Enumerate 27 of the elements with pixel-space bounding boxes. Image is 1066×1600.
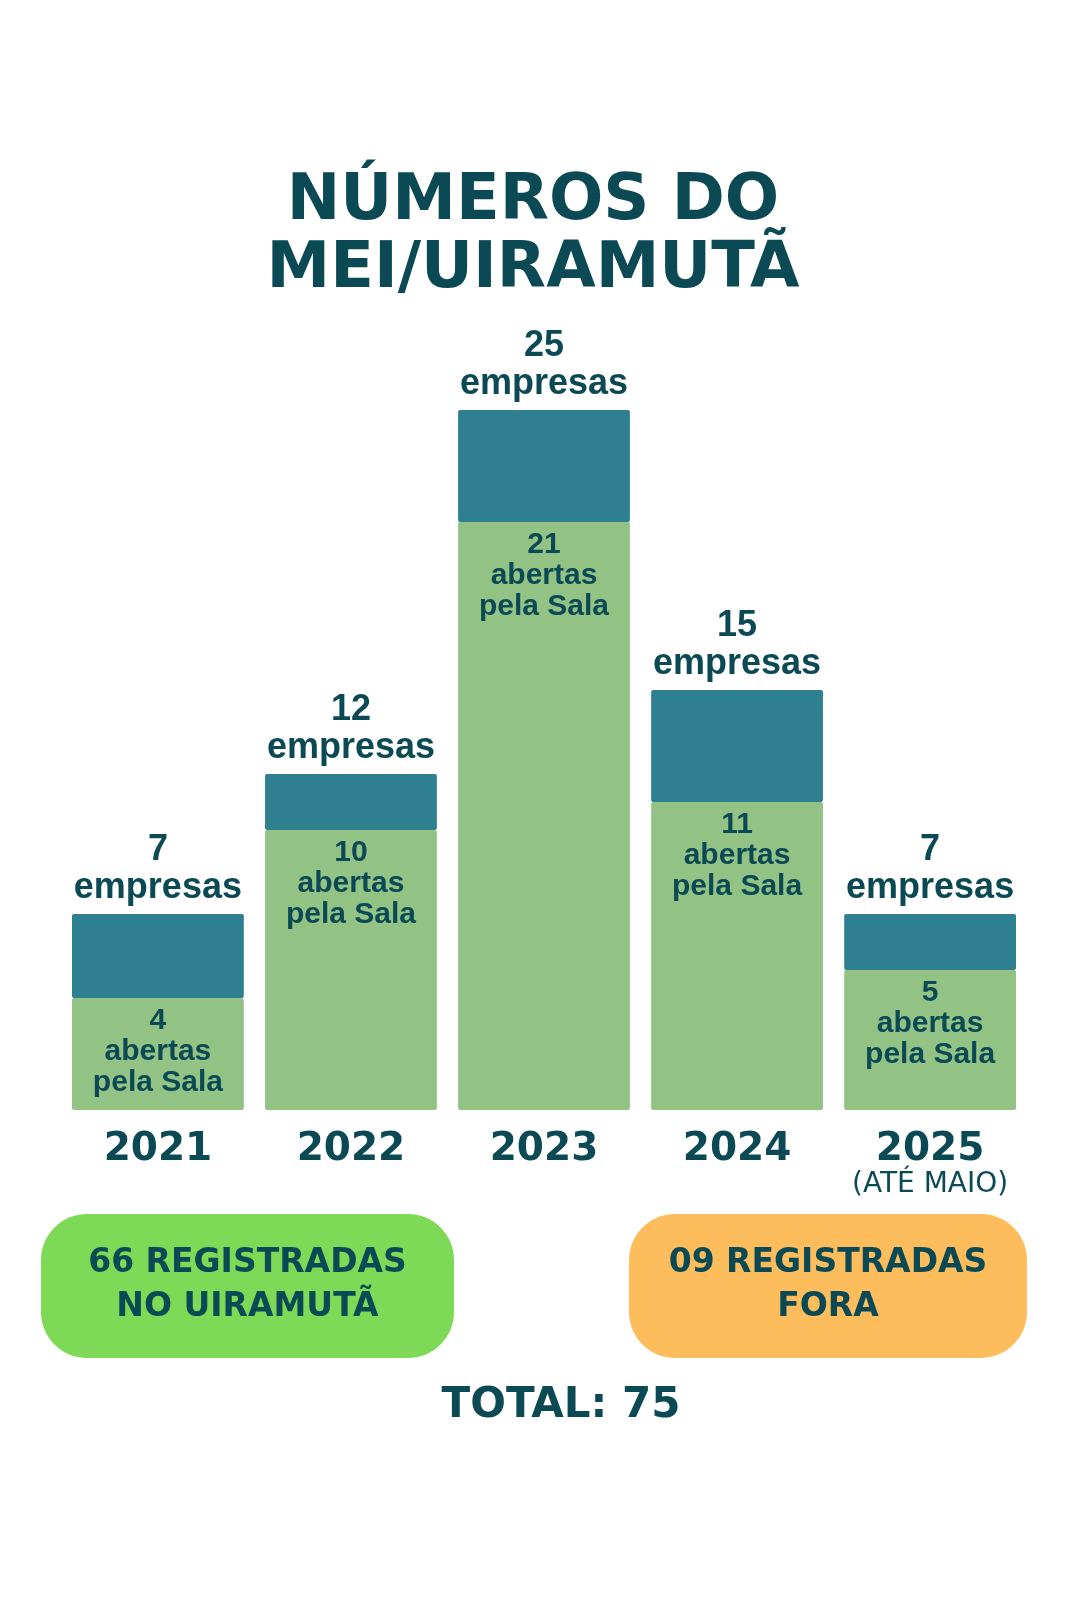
bar (458, 522, 630, 1110)
text: (ATÉ MAIO) (852, 1165, 1009, 1199)
total-label: 25 empresas (459, 323, 629, 402)
x-tick-label: 2023 (489, 1123, 599, 1169)
bar (651, 802, 823, 1110)
bar (458, 410, 630, 522)
bar (265, 774, 437, 830)
total-label: 15 empresas (652, 603, 822, 682)
data-label: 5 abertas pela Sala (865, 974, 996, 1069)
bar (844, 914, 1016, 970)
text: 09 REGISTRADAS FORA (668, 1241, 988, 1324)
bar (72, 914, 244, 998)
data-label: 21 abertas pela Sala (478, 526, 610, 621)
chart-title: NÚMEROS DO MEI/UIRAMUTÃ (266, 159, 800, 302)
x-tick-label: 2022 (296, 1123, 406, 1169)
total-label: 7 empresas (846, 827, 1015, 906)
data-label: 4 abertas pela Sala (92, 1002, 224, 1097)
data-label: 11 abertas pela Sala (672, 806, 803, 901)
text: TOTAL: 75 (441, 1378, 681, 1427)
x-tick-label: 2024 (682, 1123, 792, 1169)
text: 66 REGISTRADAS NO UIRAMUTÃ (88, 1241, 407, 1324)
data-label: 10 abertas pela Sala (285, 834, 417, 929)
x-tick-label: 2021 (103, 1123, 213, 1169)
total-label: 12 empresas (266, 687, 436, 766)
bar (651, 690, 823, 802)
total-label: 7 empresas (73, 827, 242, 906)
bar (265, 830, 437, 1110)
